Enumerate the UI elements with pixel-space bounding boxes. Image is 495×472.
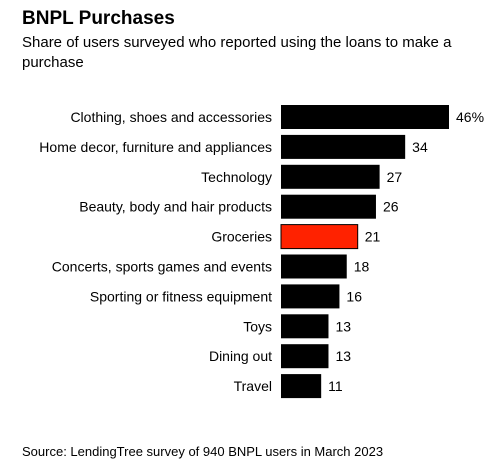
value-label: 11 [328,378,343,394]
category-label: Travel [234,378,272,394]
value-label: 27 [387,169,403,185]
chart-subtitle: Share of users surveyed who reported usi… [22,34,452,71]
value-label: 26 [383,199,399,215]
value-label: 18 [354,259,370,275]
value-label: 13 [335,348,351,364]
bar-highlighted [280,224,359,250]
bar [281,194,376,219]
bar [281,314,329,339]
bar [281,374,322,399]
bar [281,344,329,369]
category-label: Clothing, shoes and accessories [70,109,272,125]
bar [281,254,347,279]
category-label: Groceries [211,229,272,245]
bar [281,134,406,159]
category-label: Technology [201,169,272,185]
category-label: Home decor, furniture and appliances [39,139,272,155]
value-label: 16 [346,288,362,304]
category-label: Sporting or fitness equipment [90,288,272,304]
source-note: Source: LendingTree survey of 940 BNPL u… [22,444,384,459]
bar [281,164,380,189]
bar [281,284,340,309]
category-label: Toys [243,318,272,334]
category-label: Beauty, body and hair products [79,199,272,215]
value-label: 34 [412,139,428,155]
bar [281,105,449,129]
value-label: 46% [456,109,484,125]
value-label: 21 [365,229,381,245]
chart-title: BNPL Purchases [22,8,175,29]
value-label: 13 [335,318,351,334]
category-label: Concerts, sports games and events [52,259,272,275]
category-label: Dining out [209,348,272,364]
